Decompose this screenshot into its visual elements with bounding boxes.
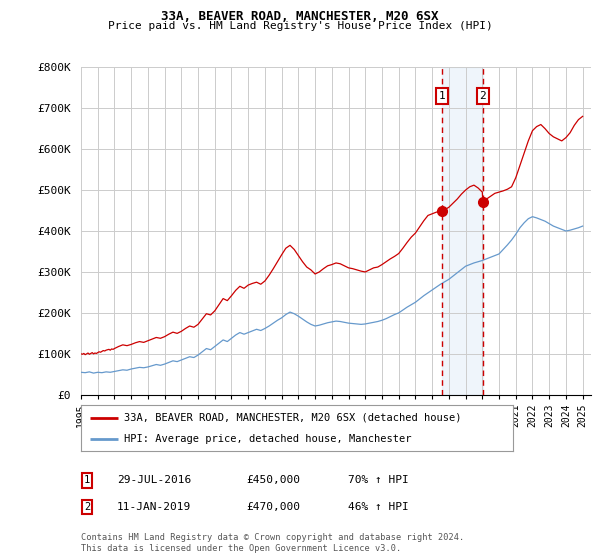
Text: Price paid vs. HM Land Registry's House Price Index (HPI): Price paid vs. HM Land Registry's House … [107, 21, 493, 31]
Text: £450,000: £450,000 [246, 475, 300, 486]
Text: Contains HM Land Registry data © Crown copyright and database right 2024.
This d: Contains HM Land Registry data © Crown c… [81, 533, 464, 553]
Text: 70% ↑ HPI: 70% ↑ HPI [348, 475, 409, 486]
Text: 29-JUL-2016: 29-JUL-2016 [117, 475, 191, 486]
Text: 2: 2 [84, 502, 90, 512]
Text: 1: 1 [84, 475, 90, 486]
Text: 1: 1 [439, 91, 445, 101]
Text: 46% ↑ HPI: 46% ↑ HPI [348, 502, 409, 512]
Bar [442, 67, 483, 395]
Text: 2: 2 [479, 91, 486, 101]
Text: HPI: Average price, detached house, Manchester: HPI: Average price, detached house, Manc… [124, 435, 412, 444]
Text: 11-JAN-2019: 11-JAN-2019 [117, 502, 191, 512]
Text: £470,000: £470,000 [246, 502, 300, 512]
Text: 33A, BEAVER ROAD, MANCHESTER, M20 6SX (detached house): 33A, BEAVER ROAD, MANCHESTER, M20 6SX (d… [124, 413, 462, 423]
Text: 33A, BEAVER ROAD, MANCHESTER, M20 6SX: 33A, BEAVER ROAD, MANCHESTER, M20 6SX [161, 10, 439, 23]
